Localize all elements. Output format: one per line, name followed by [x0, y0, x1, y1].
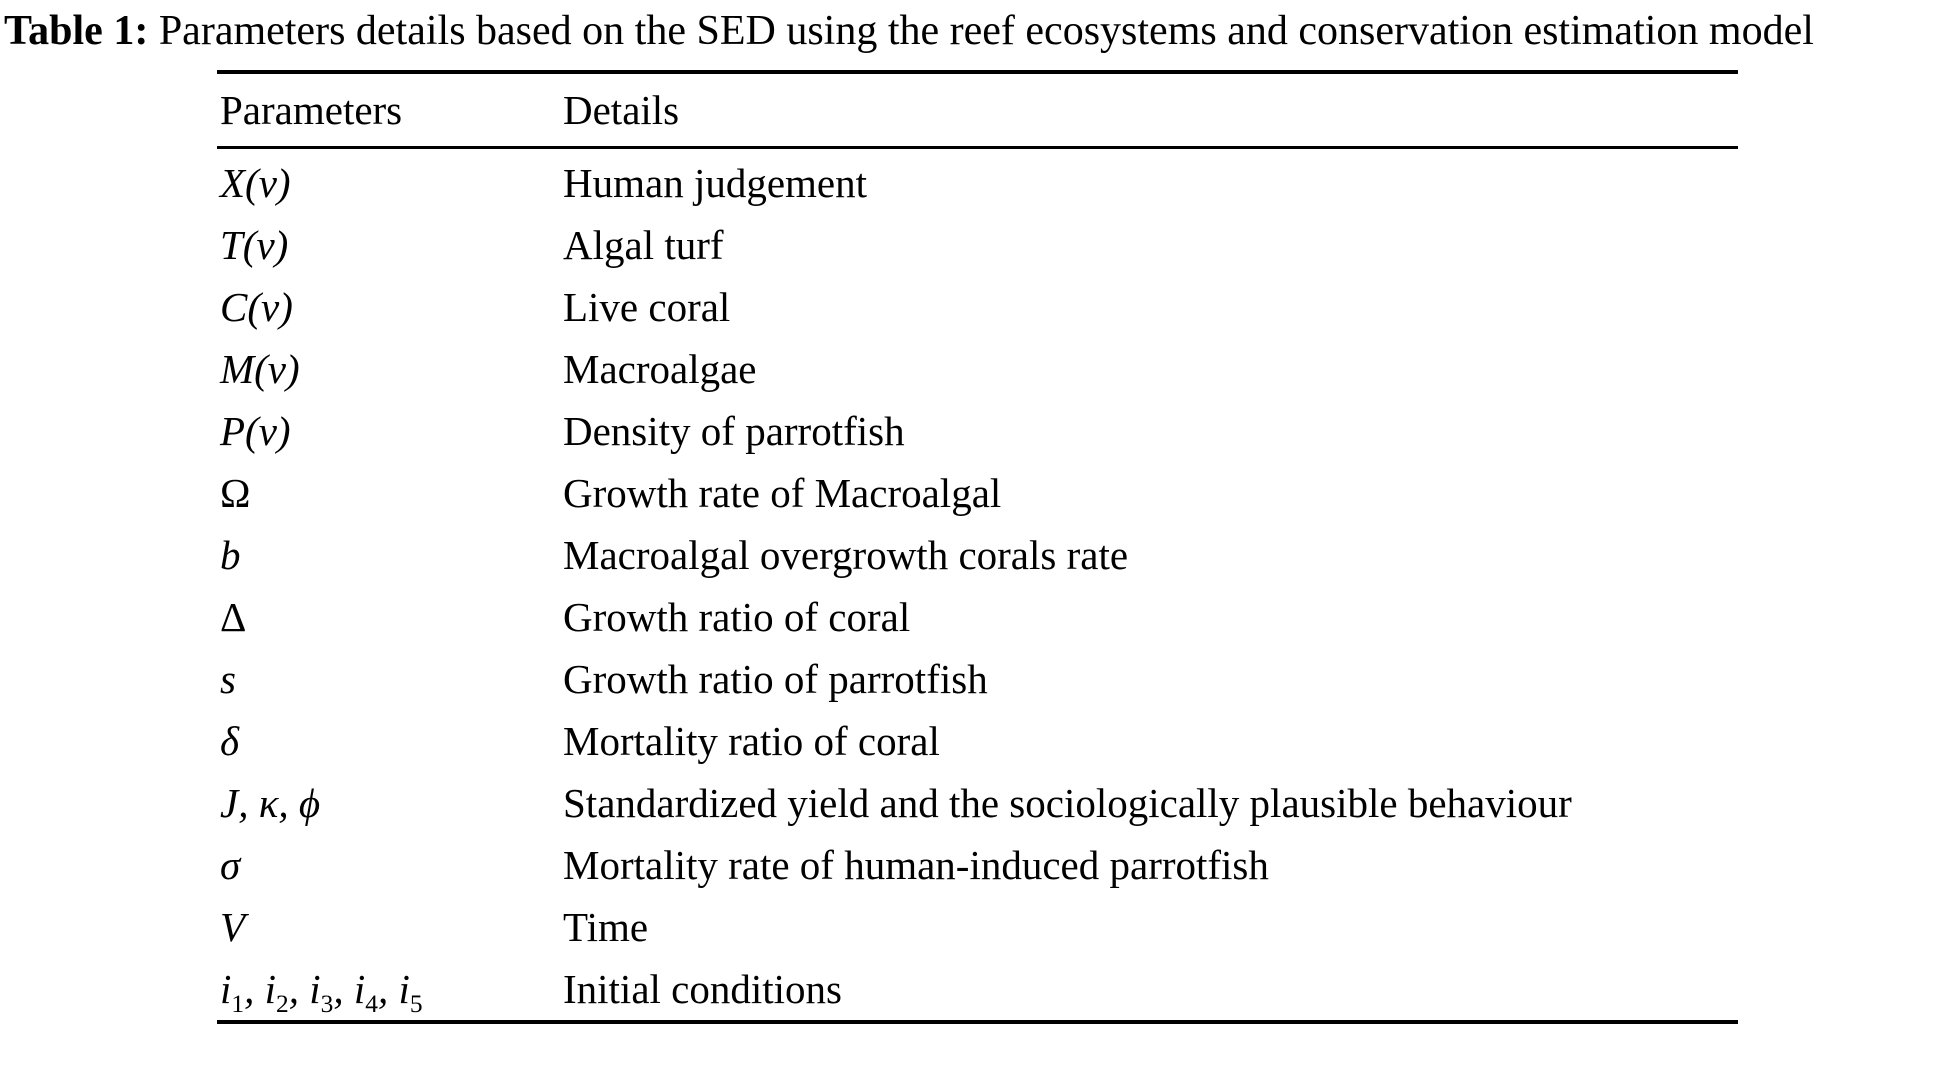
- param-cell: Ω: [220, 470, 251, 517]
- table-row: b Macroalgal overgrowth corals rate: [217, 524, 1738, 586]
- table-header-row: Parameters Details: [217, 74, 1738, 150]
- table-body: X(v) Human judgement T(v) Algal turf C(v…: [217, 152, 1738, 1020]
- table-row: T(v) Algal turf: [217, 214, 1738, 276]
- detail-cell: Mortality rate of human-induced parrotfi…: [563, 842, 1269, 889]
- table-row: P(v) Density of parrotfish: [217, 400, 1738, 462]
- table-row: C(v) Live coral: [217, 276, 1738, 338]
- table-row: Ω Growth rate of Macroalgal: [217, 462, 1738, 524]
- detail-cell: Density of parrotfish: [563, 408, 905, 455]
- detail-cell: Initial conditions: [563, 966, 842, 1013]
- param-cell: P(v): [220, 408, 291, 455]
- param-cell: i1, i2, i3, i4, i5: [220, 966, 423, 1019]
- table-row: V Time: [217, 896, 1738, 958]
- detail-cell: Time: [563, 904, 649, 951]
- param-cell: Δ: [220, 594, 247, 641]
- param-cell: J, κ, ϕ: [220, 780, 321, 827]
- detail-cell: Mortality ratio of coral: [563, 718, 940, 765]
- param-cell: M(v): [220, 346, 300, 393]
- table-row: i1, i2, i3, i4, i5 Initial conditions: [217, 958, 1738, 1020]
- param-cell: σ: [220, 842, 241, 889]
- param-cell: δ: [220, 718, 240, 765]
- table-row: Δ Growth ratio of coral: [217, 586, 1738, 648]
- table-row: J, κ, ϕ Standardized yield and the socio…: [217, 772, 1738, 834]
- param-cell: T(v): [220, 222, 289, 269]
- param-cell: X(v): [220, 160, 291, 207]
- param-cell: s: [220, 656, 236, 703]
- detail-cell: Standardized yield and the sociologicall…: [563, 780, 1572, 827]
- header-parameters: Parameters: [220, 87, 403, 134]
- table-row: M(v) Macroalgae: [217, 338, 1738, 400]
- table-caption: Table 1: Parameters details based on the…: [0, 0, 1954, 57]
- detail-cell: Algal turf: [563, 222, 724, 269]
- table-row: σ Mortality rate of human-induced parrot…: [217, 834, 1738, 896]
- table-caption-label: Table 1:: [4, 8, 149, 54]
- parameters-table: Parameters Details X(v) Human judgement …: [217, 70, 1738, 1025]
- detail-cell: Growth rate of Macroalgal: [563, 470, 1002, 517]
- table-row: δ Mortality ratio of coral: [217, 710, 1738, 772]
- table-caption-text: Parameters details based on the SED usin…: [148, 8, 1814, 54]
- detail-cell: Macroalgal overgrowth corals rate: [563, 532, 1129, 579]
- detail-cell: Live coral: [563, 284, 731, 331]
- detail-cell: Growth ratio of coral: [563, 594, 911, 641]
- table-row: s Growth ratio of parrotfish: [217, 648, 1738, 710]
- table-row: X(v) Human judgement: [217, 152, 1738, 214]
- detail-cell: Growth ratio of parrotfish: [563, 656, 988, 703]
- param-cell: V: [220, 904, 246, 951]
- param-cell: C(v): [220, 284, 293, 331]
- param-cell: b: [220, 532, 241, 579]
- header-details: Details: [563, 87, 680, 134]
- detail-cell: Human judgement: [563, 160, 868, 207]
- detail-cell: Macroalgae: [563, 346, 757, 393]
